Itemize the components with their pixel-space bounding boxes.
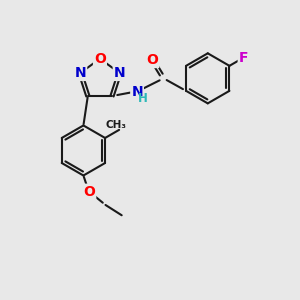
Text: H: H	[138, 92, 148, 105]
Text: CH₃: CH₃	[106, 120, 127, 130]
Text: N: N	[131, 85, 143, 99]
Text: O: O	[83, 185, 95, 199]
Text: O: O	[146, 53, 158, 67]
Text: O: O	[94, 52, 106, 66]
Text: N: N	[74, 66, 86, 80]
Text: F: F	[239, 51, 248, 65]
Text: N: N	[114, 66, 125, 80]
